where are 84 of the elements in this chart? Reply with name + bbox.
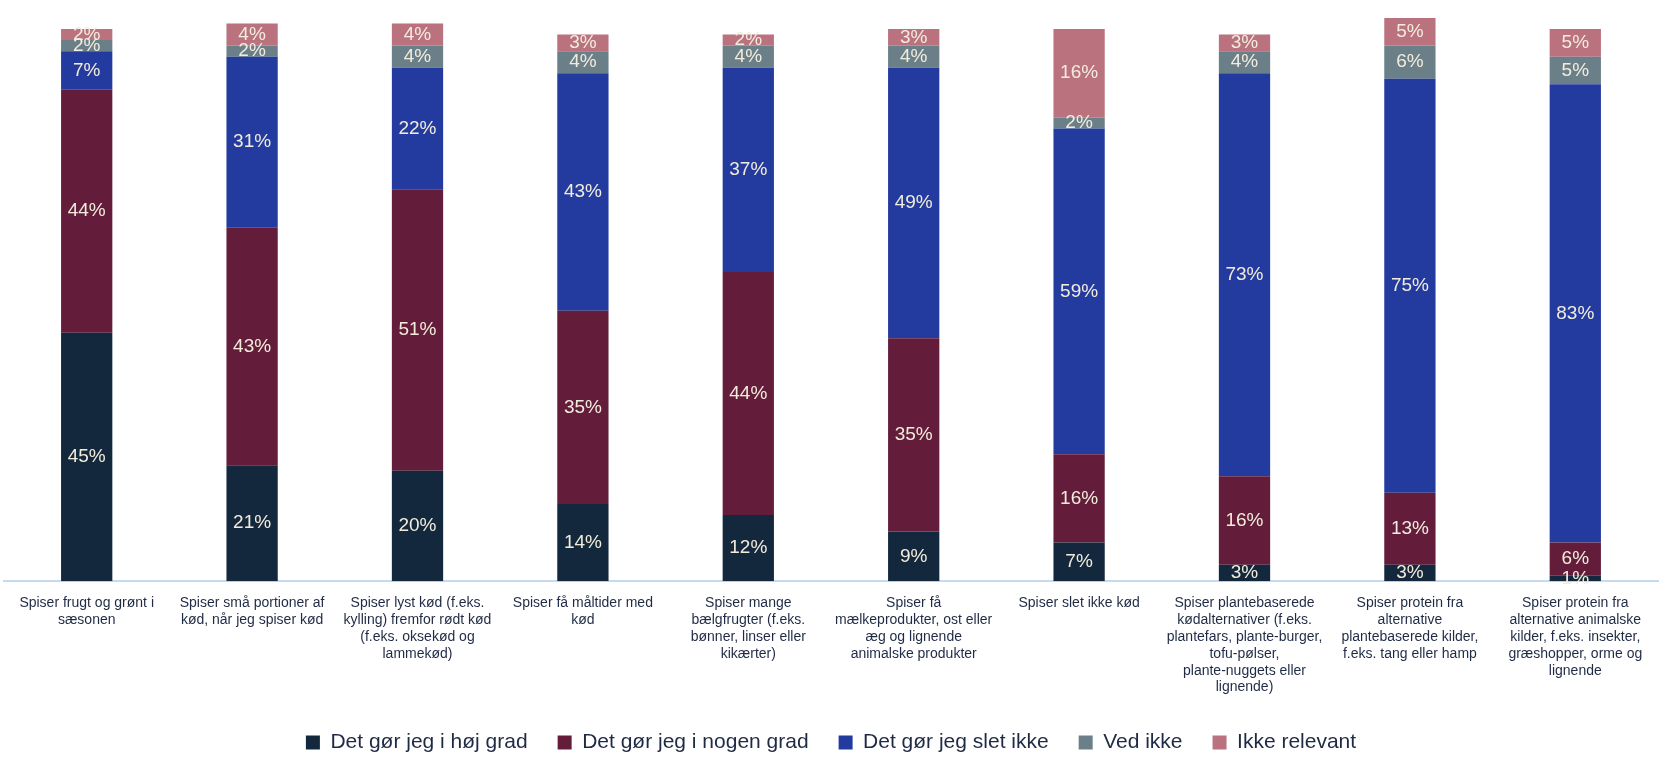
data-label: 73% bbox=[1225, 262, 1264, 284]
data-label: 14% bbox=[563, 530, 603, 552]
data-label: 4% bbox=[403, 44, 432, 66]
bar bbox=[557, 503, 609, 582]
data-label: 4% bbox=[569, 50, 597, 72]
bar bbox=[61, 332, 113, 582]
bar bbox=[1549, 84, 1601, 543]
data-label: 44% bbox=[67, 199, 106, 221]
x-tick-label: Spiser slet ikke kød bbox=[1018, 594, 1140, 611]
x-tick-label: Spiser små portioner af kød, når jeg spiser kød bbox=[179, 594, 325, 628]
data-label: 20% bbox=[398, 514, 437, 536]
bar bbox=[1218, 73, 1271, 477]
bar bbox=[391, 470, 444, 582]
bar bbox=[722, 67, 774, 272]
data-label: 75% bbox=[1390, 274, 1430, 296]
bar bbox=[391, 67, 444, 190]
bar bbox=[888, 531, 940, 582]
data-label: 2% bbox=[1065, 111, 1093, 133]
data-label: 51% bbox=[398, 318, 437, 340]
data-label: 5% bbox=[1561, 31, 1590, 53]
bar bbox=[1053, 128, 1105, 455]
bar bbox=[1384, 492, 1436, 565]
bar bbox=[557, 310, 609, 504]
x-tick-label: Spiser mange bælgfrugter (f.eks. bønner, linser eller kikærter) bbox=[690, 594, 807, 661]
data-label: 22% bbox=[398, 116, 437, 138]
data-label: 21% bbox=[233, 511, 272, 533]
data-label: 7% bbox=[1065, 550, 1093, 572]
bar bbox=[888, 338, 940, 532]
x-tick-label: Spiser få mælkeprodukter, ost eller æg og lignende animalske produkter bbox=[835, 594, 993, 661]
data-label: 45% bbox=[67, 445, 106, 467]
data-label: 4% bbox=[403, 22, 432, 44]
bar bbox=[557, 73, 609, 311]
data-label: 16% bbox=[1060, 61, 1099, 83]
data-label: 35% bbox=[894, 423, 933, 445]
bar bbox=[226, 56, 278, 228]
bar bbox=[1053, 542, 1105, 582]
x-tick-label: Spiser protein fra alternative plantebaserede kilder, f.eks. tang eller hamp bbox=[1341, 594, 1479, 661]
data-label: 37% bbox=[729, 158, 768, 180]
data-label: 3% bbox=[1230, 561, 1259, 583]
bar bbox=[1218, 476, 1271, 565]
data-label: 83% bbox=[1556, 301, 1595, 323]
bar bbox=[888, 67, 940, 339]
data-label: 3% bbox=[569, 31, 597, 53]
data-label: 7% bbox=[72, 58, 101, 80]
data-label: 3% bbox=[899, 25, 928, 47]
data-label: 3% bbox=[1396, 561, 1424, 583]
data-label: 44% bbox=[729, 381, 768, 403]
bar bbox=[722, 514, 774, 582]
data-label: 43% bbox=[233, 334, 272, 356]
data-label: 12% bbox=[729, 536, 768, 558]
bar bbox=[391, 189, 444, 471]
legend-label: Ved ikke bbox=[1103, 729, 1183, 753]
legend-label: Det gør jeg slet ikke bbox=[863, 729, 1049, 753]
data-label: 59% bbox=[1060, 279, 1099, 301]
legend-label: Det gør jeg i høj grad bbox=[330, 729, 528, 753]
data-label: 49% bbox=[894, 191, 933, 213]
data-label: 3% bbox=[1230, 31, 1259, 53]
data-label: 16% bbox=[1225, 508, 1264, 530]
x-tick-label: Spiser få måltider med kød bbox=[512, 594, 653, 628]
data-label: 9% bbox=[899, 544, 928, 566]
x-tick-label: Spiser frugt og grønt i sæsonen bbox=[19, 594, 155, 628]
bar bbox=[61, 51, 113, 90]
x-tick-label: Spiser protein fra alternative animalske kilder, f.eks. insekter, græshopper, orme og lignende bbox=[1508, 594, 1643, 678]
x-tick-label: Spiser plantebaserede kødalternativer (f.eks. plantefars, plante-burger, tofu-pølser, plante-nuggets eller lignende) bbox=[1166, 594, 1323, 695]
bar bbox=[1053, 454, 1105, 543]
legend-label: Det gør jeg i nogen grad bbox=[582, 729, 809, 753]
bar bbox=[226, 465, 278, 582]
data-label: 16% bbox=[1060, 486, 1099, 508]
data-label: 6% bbox=[1396, 50, 1424, 72]
data-label: 5% bbox=[1396, 20, 1424, 42]
x-tick-label: Spiser lyst kød (f.eks. kylling) fremfor rødt kød (f.eks. oksekød og lammekød) bbox=[343, 594, 492, 661]
data-label: 5% bbox=[1561, 58, 1590, 80]
data-label: 35% bbox=[563, 395, 603, 417]
data-label: 13% bbox=[1390, 516, 1430, 538]
data-label: 43% bbox=[563, 180, 603, 202]
data-label: 6% bbox=[1561, 547, 1590, 569]
legend-label: Ikke relevant bbox=[1237, 729, 1357, 753]
bar bbox=[61, 89, 113, 333]
data-label: 31% bbox=[233, 130, 272, 152]
bar bbox=[722, 271, 774, 515]
bar bbox=[226, 227, 278, 466]
data-label: 4% bbox=[1230, 50, 1259, 72]
bar bbox=[1384, 78, 1436, 493]
data-label: 4% bbox=[899, 44, 928, 66]
